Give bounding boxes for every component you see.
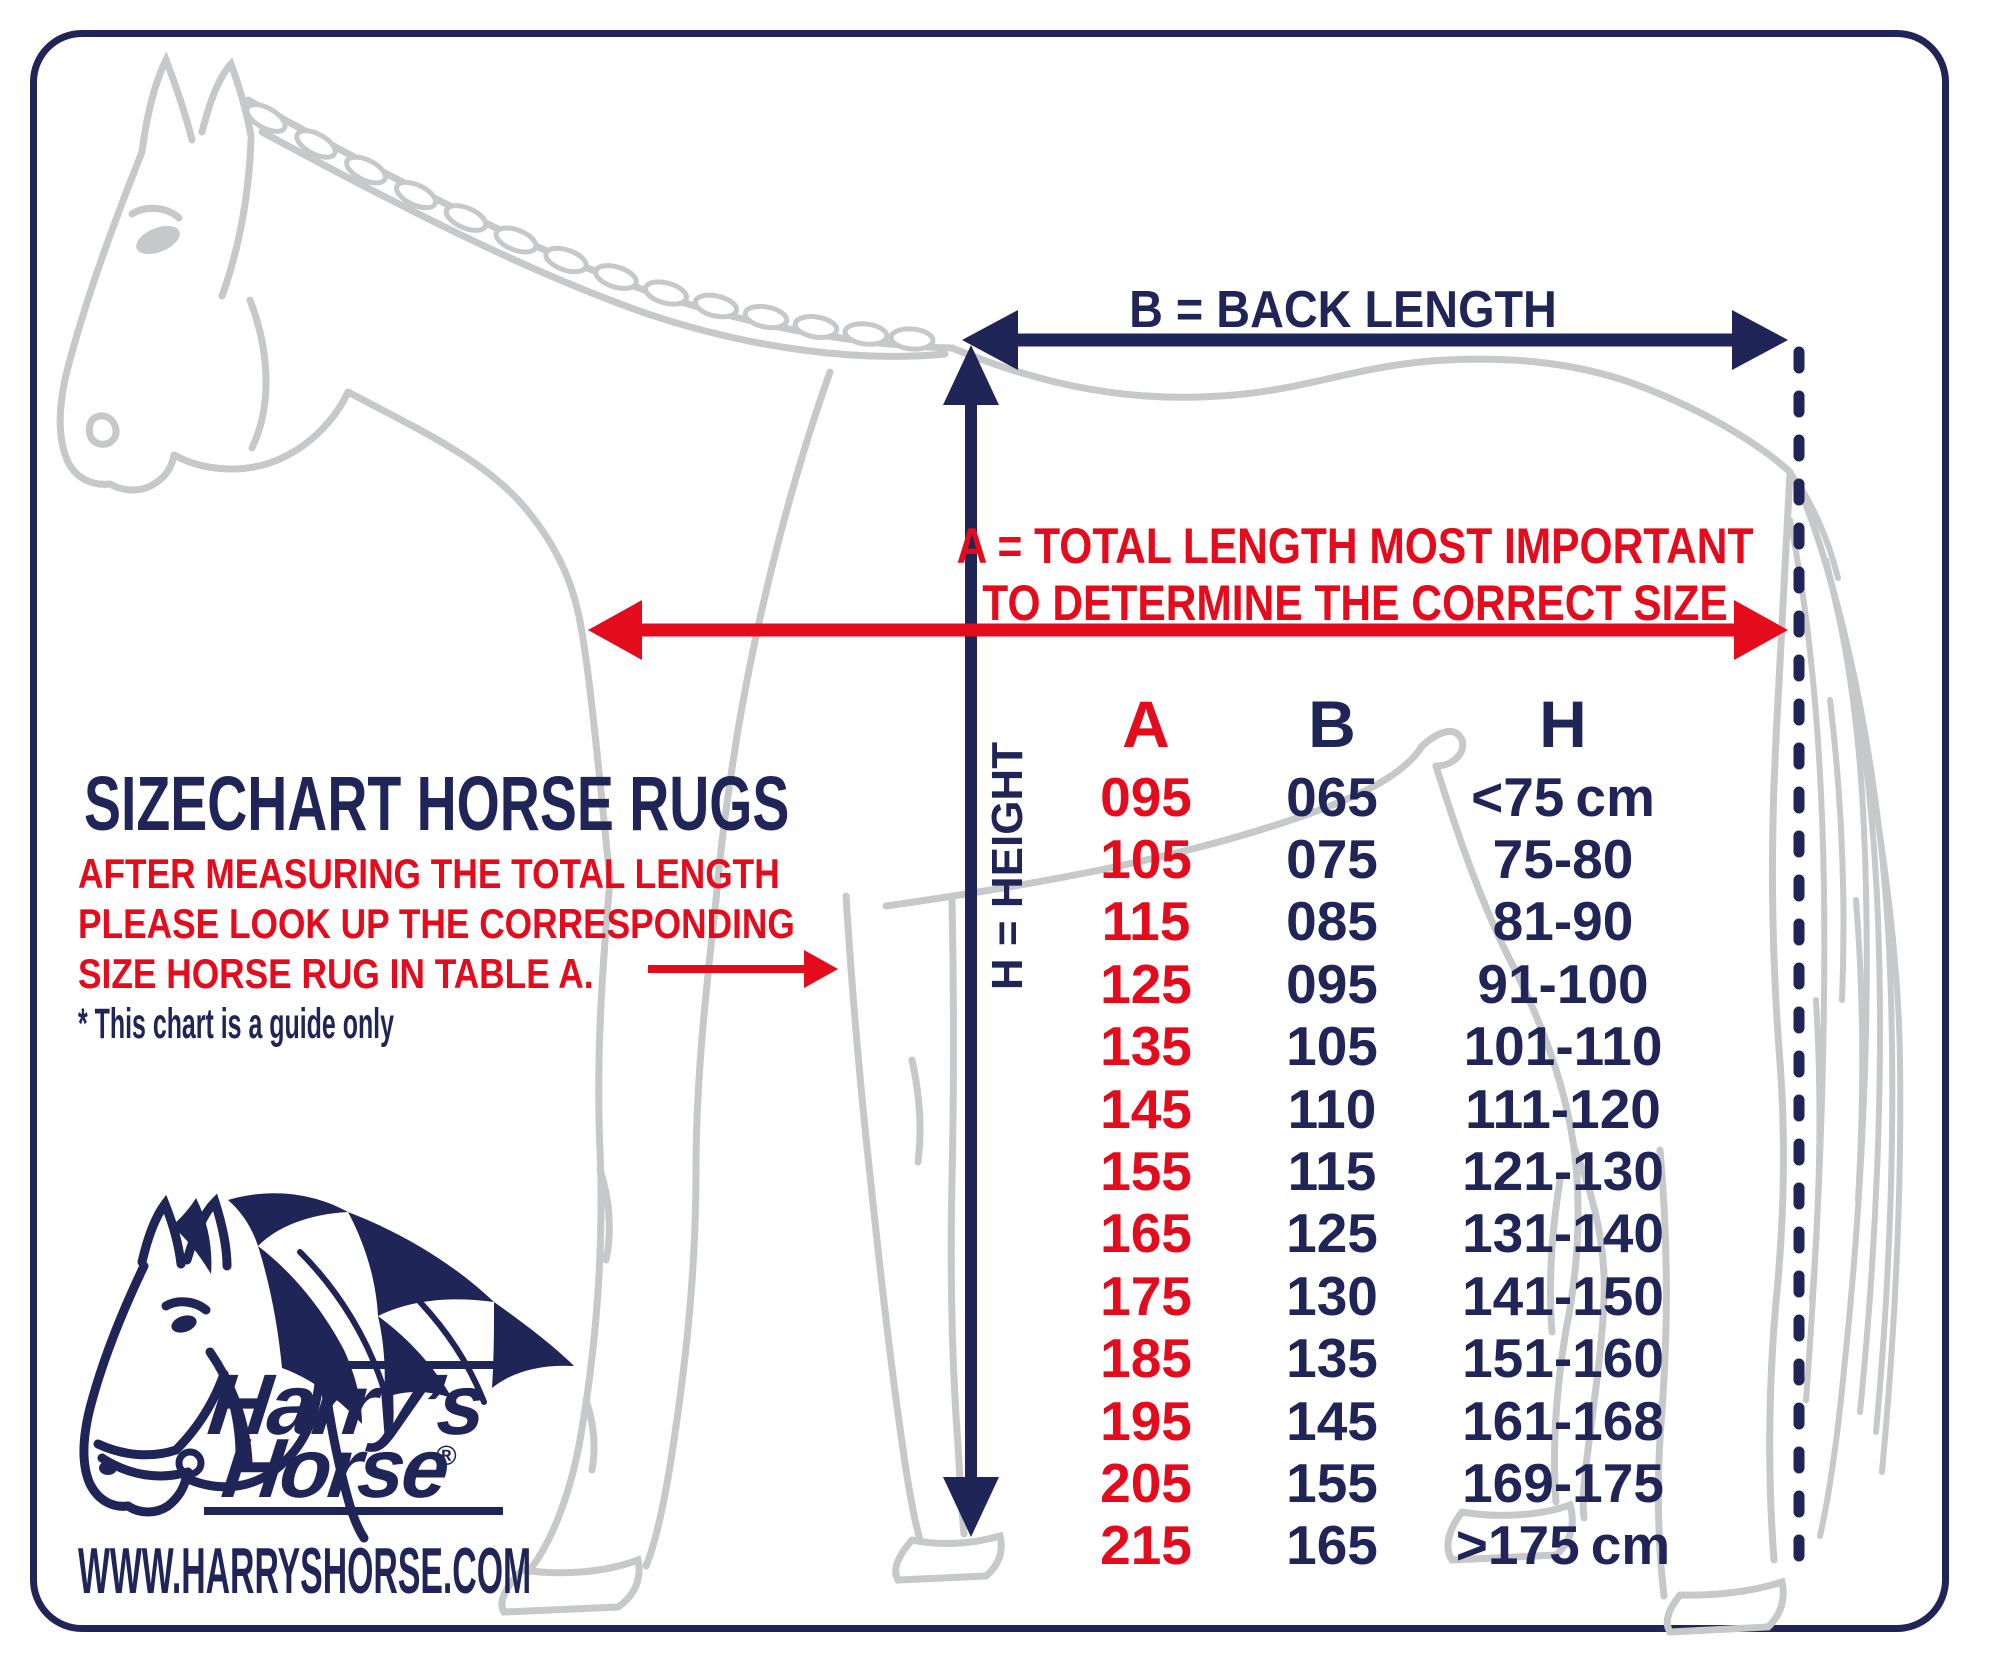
table-pointer-arrow-icon — [648, 950, 838, 988]
total-length-label-line2: TO DETERMINE THE CORRECT SIZE — [982, 575, 1728, 631]
table-cell-b-10: 135 — [1286, 1327, 1378, 1389]
column-header-b: B — [1308, 687, 1356, 761]
table-cell-a-11: 195 — [1100, 1390, 1192, 1452]
table-cell-h-6: 111-120 — [1465, 1078, 1661, 1140]
height-arrow-icon — [943, 345, 999, 1537]
table-cell-h-9: 141-150 — [1462, 1265, 1664, 1327]
table-cell-b-3: 085 — [1286, 890, 1378, 952]
table-cell-a-1: 095 — [1100, 766, 1192, 828]
table-cell-h-8: 131-140 — [1462, 1202, 1664, 1264]
table-cell-b-7: 115 — [1287, 1140, 1377, 1202]
table-cell-b-13: 165 — [1286, 1514, 1378, 1576]
table-cell-h-5: 101-110 — [1463, 1015, 1663, 1077]
table-cell-a-7: 155 — [1100, 1140, 1192, 1202]
table-cell-h-1: <75 cm — [1471, 766, 1655, 828]
table-cell-h-3: 81-90 — [1492, 890, 1634, 952]
horse-sketch-icon — [56, 51, 1904, 1636]
table-cell-h-13: >175 cm — [1455, 1514, 1671, 1576]
page-border — [30, 30, 1949, 1632]
website-url: WWW.HARRYSHORSE.COM — [78, 1534, 532, 1607]
table-cell-a-10: 185 — [1100, 1327, 1192, 1389]
back-length-label: B = BACK LENGTH — [1129, 281, 1557, 339]
table-cell-b-2: 075 — [1286, 828, 1378, 890]
instructions: AFTER MEASURING THE TOTAL LENGTH PLEASE … — [78, 849, 795, 999]
page-title: SIZECHART HORSE RUGS — [84, 761, 790, 847]
table-cell-b-4: 095 — [1286, 953, 1378, 1015]
table-cell-h-2: 75-80 — [1492, 828, 1634, 890]
column-header-a: A — [1122, 687, 1170, 761]
back-length-arrow-icon — [962, 310, 1788, 370]
logo-top-rule — [340, 1361, 524, 1369]
table-cell-a-4: 125 — [1100, 953, 1192, 1015]
instruction-line-2: PLEASE LOOK UP THE CORRESPONDING — [78, 900, 795, 947]
table-cell-h-4: 91-100 — [1477, 953, 1649, 1015]
guide-disclaimer: * This chart is a guide only — [78, 1000, 394, 1048]
table-cell-b-12: 155 — [1286, 1452, 1378, 1514]
total-length-label: A = TOTAL LENGTH MOST IMPORTANT TO DETER… — [957, 518, 1754, 632]
table-cell-b-8: 125 — [1286, 1202, 1378, 1264]
table-cell-h-10: 151-160 — [1462, 1327, 1664, 1389]
table-cell-a-3: 115 — [1101, 890, 1191, 952]
instruction-line-3: SIZE HORSE RUG IN TABLE A. — [78, 950, 594, 997]
height-label: H = HEIGHT — [983, 741, 1032, 991]
instruction-line-1: AFTER MEASURING THE TOTAL LENGTH — [78, 850, 780, 897]
column-header-h: H — [1539, 687, 1587, 761]
table-cell-b-5: 105 — [1286, 1015, 1378, 1077]
table-cell-a-9: 175 — [1100, 1265, 1192, 1327]
table-cell-b-6: 110 — [1287, 1078, 1377, 1140]
table-cell-a-2: 105 — [1100, 828, 1192, 890]
registered-trademark: ® — [436, 1440, 457, 1471]
table-cell-b-11: 145 — [1286, 1390, 1378, 1452]
table-cell-b-9: 130 — [1286, 1265, 1378, 1327]
table-cell-a-13: 215 — [1100, 1514, 1192, 1576]
table-cell-b-1: 065 — [1286, 766, 1378, 828]
logo-bottom-rule — [204, 1507, 503, 1515]
table-cell-a-12: 205 — [1100, 1452, 1192, 1514]
table-cell-h-12: 169-175 — [1462, 1452, 1664, 1514]
total-length-label-line1: A = TOTAL LENGTH MOST IMPORTANT — [956, 518, 1754, 574]
table-cell-a-8: 165 — [1100, 1202, 1192, 1264]
brand-name-line2: Horse — [217, 1421, 453, 1515]
table-cell-a-5: 135 — [1100, 1015, 1192, 1077]
table-cell-h-11: 161-168 — [1462, 1390, 1664, 1452]
table-cell-a-6: 145 — [1100, 1078, 1192, 1140]
total-length-arrow-icon — [588, 600, 1788, 660]
table-cell-h-7: 121-130 — [1462, 1140, 1664, 1202]
